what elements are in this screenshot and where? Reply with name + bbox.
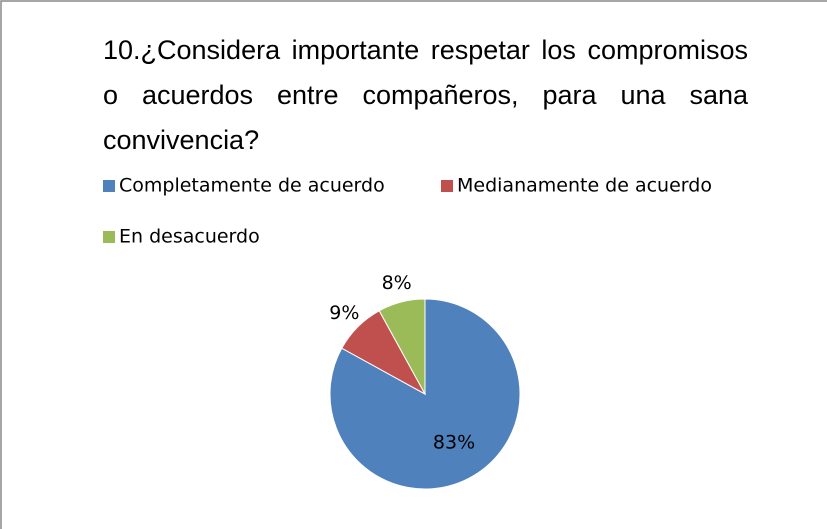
legend-label: Medianamente de acuerdo (457, 175, 712, 197)
data-label: 8% (382, 272, 412, 294)
chart-title: 10.¿Considera importante respetar los co… (103, 35, 748, 155)
pie-slice (378, 298, 426, 395)
data-label: 83% (433, 432, 475, 454)
legend-swatch (103, 180, 115, 192)
legend-swatch (441, 180, 453, 192)
legend-label: Completamente de acuerdo (119, 175, 385, 197)
legend-swatch (103, 231, 115, 243)
legend-label: En desacuerdo (119, 226, 260, 248)
data-label: 9% (329, 302, 359, 324)
